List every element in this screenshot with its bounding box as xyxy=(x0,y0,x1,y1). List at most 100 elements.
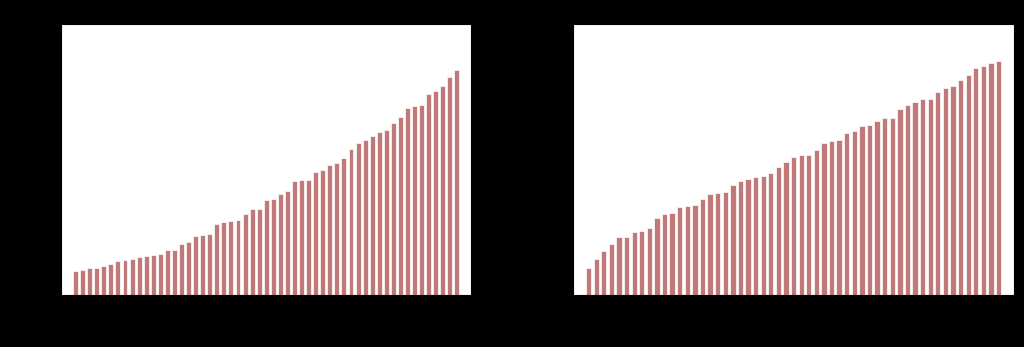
Bar xyxy=(639,231,644,295)
Bar xyxy=(101,266,106,295)
Bar xyxy=(730,185,735,295)
Bar xyxy=(321,170,326,295)
Bar xyxy=(264,200,268,295)
Bar xyxy=(186,243,191,295)
Bar xyxy=(950,86,955,295)
Y-axis label: Image Height: Image Height xyxy=(512,113,526,206)
Bar xyxy=(859,126,864,295)
Bar xyxy=(328,165,332,295)
Bar xyxy=(426,94,431,295)
Bar xyxy=(928,99,933,295)
Bar xyxy=(753,177,759,295)
Bar xyxy=(966,75,971,295)
Bar xyxy=(207,234,212,295)
Bar xyxy=(243,214,248,295)
Bar xyxy=(958,80,964,295)
Bar xyxy=(221,222,226,295)
Bar xyxy=(165,250,170,295)
Bar xyxy=(299,180,304,295)
X-axis label: Image index: Image index xyxy=(223,323,309,337)
Bar xyxy=(844,133,849,295)
Bar xyxy=(136,257,141,295)
Bar xyxy=(419,104,424,295)
Bar xyxy=(594,259,599,295)
Bar xyxy=(768,173,773,295)
Bar xyxy=(158,254,163,295)
Bar xyxy=(201,236,205,295)
Bar xyxy=(116,261,121,295)
Bar xyxy=(306,180,311,295)
Bar xyxy=(616,237,622,295)
Bar xyxy=(828,141,835,295)
Bar xyxy=(852,131,857,295)
Bar xyxy=(285,191,290,295)
Bar xyxy=(586,268,591,295)
Bar xyxy=(806,155,811,295)
Bar xyxy=(608,244,614,295)
Bar xyxy=(624,237,629,295)
Bar xyxy=(398,117,402,295)
Bar xyxy=(236,220,241,295)
Bar xyxy=(821,143,826,295)
Bar xyxy=(440,86,445,295)
Bar xyxy=(601,251,606,295)
Bar xyxy=(670,213,675,295)
Bar xyxy=(715,193,720,295)
Bar xyxy=(313,172,318,295)
Bar xyxy=(654,218,659,295)
Bar xyxy=(87,268,92,295)
Bar xyxy=(412,105,417,295)
Bar xyxy=(433,91,438,295)
Bar xyxy=(814,150,819,295)
Bar xyxy=(151,254,156,295)
Bar xyxy=(890,118,895,295)
Bar xyxy=(292,181,297,295)
Bar xyxy=(348,149,353,295)
Bar xyxy=(447,77,453,295)
Bar xyxy=(109,264,114,295)
Bar xyxy=(341,159,346,295)
Bar xyxy=(362,140,368,295)
Bar xyxy=(745,179,751,295)
Bar xyxy=(988,64,993,295)
Bar xyxy=(699,199,706,295)
Bar xyxy=(455,70,460,295)
Bar xyxy=(783,162,788,295)
Bar xyxy=(981,66,986,295)
Bar xyxy=(632,232,637,295)
Bar xyxy=(123,260,127,295)
Bar xyxy=(791,157,797,295)
Bar xyxy=(761,176,766,295)
Bar xyxy=(228,221,233,295)
Bar xyxy=(685,206,690,295)
Bar xyxy=(143,256,148,295)
Bar xyxy=(355,143,360,295)
Bar xyxy=(723,192,728,295)
Bar xyxy=(335,163,339,295)
Bar xyxy=(920,99,926,295)
Bar xyxy=(257,209,262,295)
Bar xyxy=(80,270,85,295)
Bar xyxy=(708,194,713,295)
Bar xyxy=(94,268,99,295)
Bar xyxy=(214,224,219,295)
Bar xyxy=(738,181,743,295)
Bar xyxy=(905,105,910,295)
Bar xyxy=(270,199,275,295)
Bar xyxy=(194,236,198,295)
Bar xyxy=(406,108,410,295)
Bar xyxy=(776,167,781,295)
Bar xyxy=(973,68,979,295)
Bar xyxy=(799,155,804,295)
Bar xyxy=(391,123,396,295)
Bar xyxy=(943,88,948,295)
Bar xyxy=(677,207,682,295)
X-axis label: Image index: Image index xyxy=(751,323,837,337)
Bar xyxy=(662,214,668,295)
Bar xyxy=(377,132,382,295)
Bar xyxy=(250,209,255,295)
Bar xyxy=(370,136,375,295)
Bar xyxy=(179,244,184,295)
Bar xyxy=(647,228,652,295)
Bar xyxy=(837,140,842,295)
